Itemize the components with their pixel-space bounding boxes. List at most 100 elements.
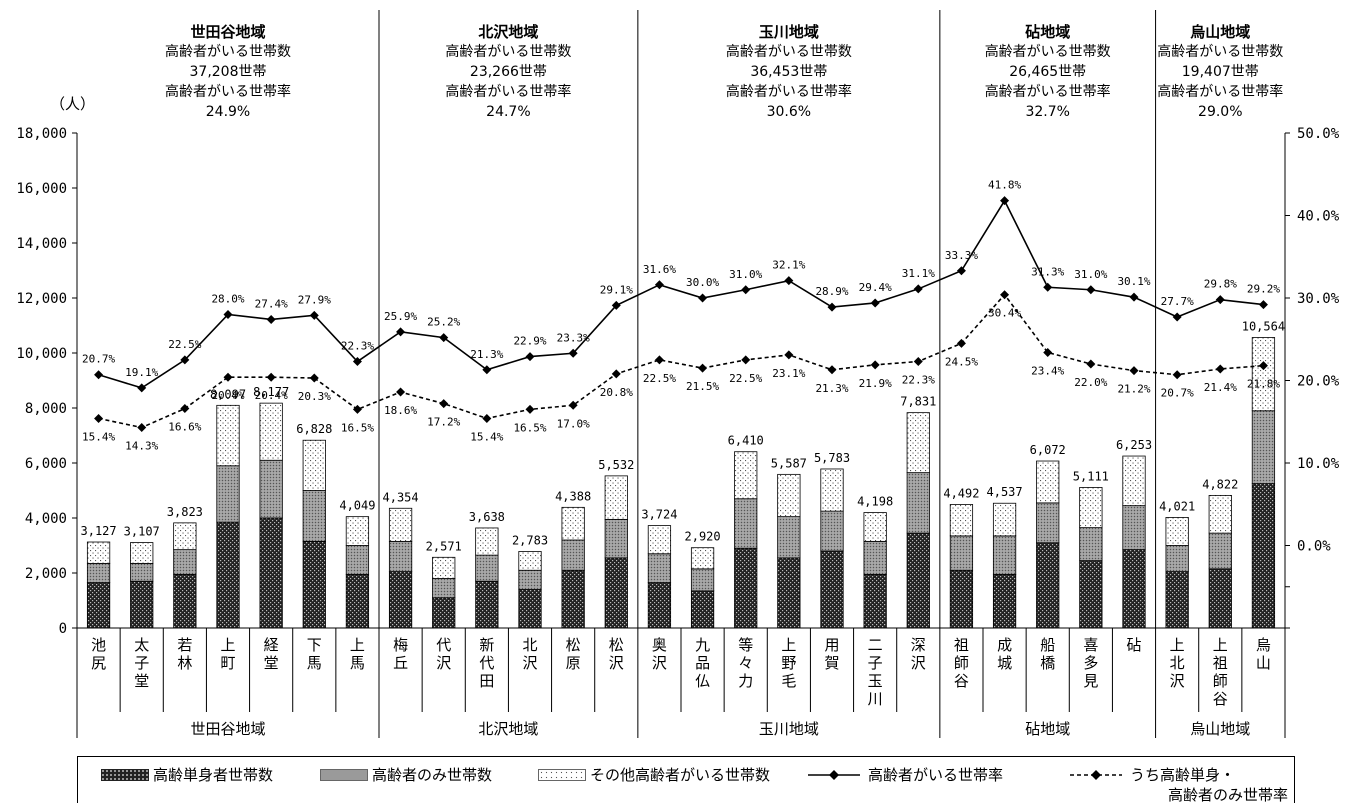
- category-label-char: 沢: [911, 654, 926, 672]
- region-header-name: 北沢地域: [478, 23, 539, 41]
- rate-label-all: 31.0%: [1074, 268, 1107, 281]
- rate-label-all: 31.6%: [643, 263, 676, 276]
- rate-label-sub: 23.4%: [1031, 364, 1064, 377]
- data-labels: 3,127 3,107 3,823 8,097 8,177 6,828 4,049 4,354…: [81, 179, 1286, 554]
- rate-label-sub: 22.5%: [729, 372, 762, 385]
- rate-label-all: 28.0%: [211, 293, 244, 306]
- category-label-char: 品: [695, 654, 710, 672]
- rate-label-sub: 14.3%: [125, 440, 158, 453]
- bar-segment-single: [992, 573, 1017, 629]
- rate-point-sub: [611, 369, 621, 379]
- region-header-households: 26,465世帯: [1009, 64, 1087, 80]
- rate-point-all: [956, 266, 966, 276]
- region-header-households-label: 高齢者がいる世帯数: [984, 44, 1111, 60]
- rate-point-all: [698, 293, 708, 303]
- rate-label-sub: 23.1%: [772, 367, 805, 380]
- bar-segment-only: [86, 562, 111, 584]
- solid-line-marker-icon: [808, 769, 860, 780]
- swatch-dark: [101, 768, 149, 781]
- rate-label-all: 21.3%: [470, 348, 503, 361]
- bar-total-label: 10,564: [1242, 319, 1285, 333]
- region-header-rate-label: 高齢者がいる世帯率: [984, 84, 1111, 100]
- rate-label-all: 25.2%: [427, 316, 460, 329]
- rate-point-all: [439, 333, 449, 343]
- bar-total-label: 4,822: [1202, 477, 1238, 491]
- category-label-char: 等: [738, 636, 753, 654]
- category-label-char: 経: [264, 636, 279, 654]
- category-label-char: 下: [307, 636, 322, 654]
- bar-segment-only: [992, 535, 1017, 575]
- rate-point-all: [396, 327, 406, 337]
- region-header-rate-label: 高齢者がいる世帯率: [725, 84, 852, 100]
- bar-segment-only: [734, 498, 758, 549]
- bar-segment-only: [388, 540, 413, 573]
- bar-segment-other: [259, 402, 283, 461]
- rate-point-sub: [1215, 364, 1225, 374]
- category-label-char: 多: [1083, 654, 1098, 672]
- region-header-name: 玉川地域: [758, 23, 819, 41]
- region-header-households-label: 高齢者がいる世帯数: [1157, 44, 1284, 60]
- rate-label-sub: 20.4%: [255, 389, 288, 402]
- rate-point-all: [180, 355, 190, 365]
- bar-total-label: 4,388: [555, 489, 591, 503]
- rate-point-sub: [568, 400, 578, 410]
- bar-segment-only: [1122, 505, 1146, 551]
- y-left-tick-label: 12,000: [16, 291, 67, 307]
- category-label-char: 太: [134, 636, 149, 654]
- bar-total-label: 6,253: [1116, 438, 1152, 452]
- category-label-char: 喜: [1083, 636, 1098, 654]
- rate-label-sub: 15.4%: [82, 430, 115, 443]
- rate-label-sub: 20.7%: [1161, 387, 1194, 400]
- bar-segment-single: [302, 540, 326, 629]
- category-label-char: 子: [868, 654, 883, 672]
- bar-segment-other: [518, 551, 542, 571]
- rate-label-all: 29.8%: [1204, 278, 1237, 291]
- rate-point-all: [352, 357, 362, 367]
- bar-segment-only: [302, 490, 326, 542]
- bar-segment-single: [949, 569, 974, 629]
- bar-total-label: 5,783: [814, 451, 850, 465]
- region-axis-label: 世田谷地域: [190, 720, 265, 738]
- bar-segment-only: [259, 459, 283, 519]
- category-label-char: 堂: [134, 672, 149, 690]
- bar-segment-other: [1208, 494, 1232, 534]
- category-label-char: 烏: [1256, 636, 1271, 654]
- bar-segment-single: [561, 569, 585, 629]
- bar-segment-single: [690, 590, 715, 629]
- bar-segment-other: [1122, 455, 1146, 507]
- region-header-households-label: 高齢者がいる世帯数: [725, 44, 852, 60]
- rate-label-all: 28.9%: [815, 285, 848, 298]
- rate-label-all: 30.1%: [1117, 275, 1150, 288]
- bar-segment-only: [820, 510, 844, 552]
- rate-label-all: 22.9%: [513, 335, 546, 348]
- rate-label-all: 32.1%: [772, 259, 805, 272]
- category-label-char: 用: [824, 636, 839, 654]
- bar-segment-single: [1165, 571, 1189, 629]
- rate-point-sub: [1129, 366, 1139, 376]
- region-header: 北沢地域 高齢者がいる世帯数 23,266世帯 高齢者がいる世帯率 24.7%: [379, 22, 638, 122]
- rate-label-sub: 22.0%: [1074, 376, 1107, 389]
- bar-segment-single: [1208, 568, 1232, 629]
- category-label-char: 梅: [393, 636, 408, 654]
- region-header-rate: 29.0%: [1198, 104, 1243, 120]
- region-header-households-label: 高齢者がいる世帯数: [445, 44, 572, 60]
- rate-label-sub: 24.5%: [945, 355, 978, 368]
- rate-label-sub: 15.4%: [470, 430, 503, 443]
- category-label-char: 馬: [350, 654, 365, 672]
- swatch-medium: [320, 768, 368, 781]
- rate-label-sub: 18.6%: [384, 404, 417, 417]
- y-left-tick-label: 18,000: [16, 126, 67, 142]
- rate-label-sub: 17.2%: [427, 416, 460, 429]
- category-label-char: 師: [954, 654, 969, 672]
- rate-point-sub: [180, 404, 190, 414]
- rate-point-all: [525, 352, 535, 362]
- rate-point-sub: [698, 363, 708, 373]
- rate-label-sub: 22.3%: [902, 374, 935, 387]
- rate-point-sub: [1000, 290, 1010, 300]
- rate-label-all: 29.1%: [600, 283, 633, 296]
- region-header-rate-label: 高齢者がいる世帯率: [165, 84, 291, 100]
- legend-label-rate-sub-1: うち高齢単身・: [1130, 766, 1236, 784]
- bar-segment-only: [949, 535, 974, 571]
- bar-segment-single: [906, 532, 930, 629]
- y-right-tick-label: 40.0%: [1297, 209, 1340, 225]
